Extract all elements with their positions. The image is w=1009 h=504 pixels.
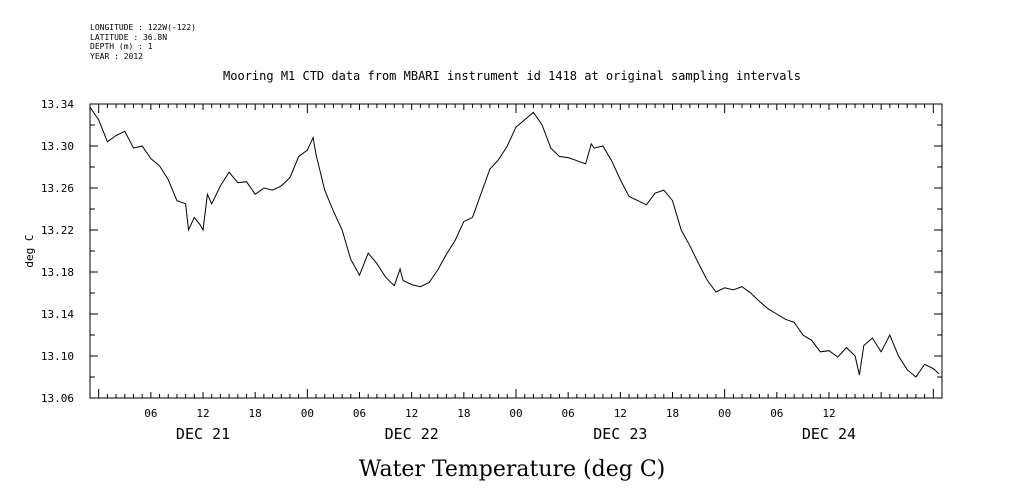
x-tick-label: 06: [353, 407, 366, 420]
day-label: DEC 24: [802, 425, 856, 443]
x-tick-label: 06: [144, 407, 157, 420]
y-tick-label: 13.34: [41, 98, 74, 111]
day-label: DEC 22: [385, 425, 439, 443]
x-tick-label: 00: [718, 407, 731, 420]
x-tick-label: 18: [666, 407, 679, 420]
footer-title: Water Temperature (deg C): [359, 457, 666, 482]
x-tick-label: 12: [614, 407, 627, 420]
x-tick-label: 18: [249, 407, 262, 420]
latitude-label: LATITUDE : 36.8N: [90, 32, 168, 42]
year-label: YEAR : 2012: [90, 51, 143, 61]
y-tick-label: 13.22: [41, 224, 74, 237]
x-tick-label: 12: [822, 407, 835, 420]
tick-marks: [89, 103, 943, 399]
series-line: [89, 106, 940, 378]
x-tick-label: 00: [509, 407, 522, 420]
y-tick-label: 13.06: [41, 392, 74, 405]
x-tick-label: 18: [457, 407, 470, 420]
y-tick-labels: 13.06 13.10 13.14 13.18 13.22 13.26 13.30 13.34: [41, 98, 74, 405]
chart-title: Mooring M1 CTD data from MBARI instrumen…: [223, 69, 801, 83]
y-tick-label: 13.30: [41, 140, 74, 153]
y-tick-label: 13.26: [41, 182, 74, 195]
x-tick-label: 06: [770, 407, 783, 420]
y-axis-label: deg C: [23, 234, 36, 267]
y-tick-label: 13.10: [41, 350, 74, 363]
y-tick-label: 13.14: [41, 308, 74, 321]
plot-frame: [89, 103, 943, 399]
axis-ticks: [89, 103, 943, 399]
x-tick-label: 00: [301, 407, 314, 420]
x-tick-label: 12: [405, 407, 418, 420]
day-label: DEC 21: [176, 425, 230, 443]
metadata-block: LONGITUDE : 122W(-122) LATITUDE : 36.8N …: [90, 23, 196, 61]
day-label: DEC 23: [593, 425, 647, 443]
x-tick-label: 12: [196, 407, 209, 420]
longitude-label: LONGITUDE : 122W(-122): [90, 23, 196, 32]
depth-label: DEPTH (m) : 1: [90, 42, 153, 51]
x-tick-label: 06: [562, 407, 575, 420]
day-labels: DEC 21 DEC 22 DEC 23 DEC 24: [176, 425, 856, 443]
x-tick-labels: 06 12 18 00 06 12 18 00 06 12 18 00 06 12: [144, 407, 835, 420]
y-tick-label: 13.18: [41, 266, 74, 279]
